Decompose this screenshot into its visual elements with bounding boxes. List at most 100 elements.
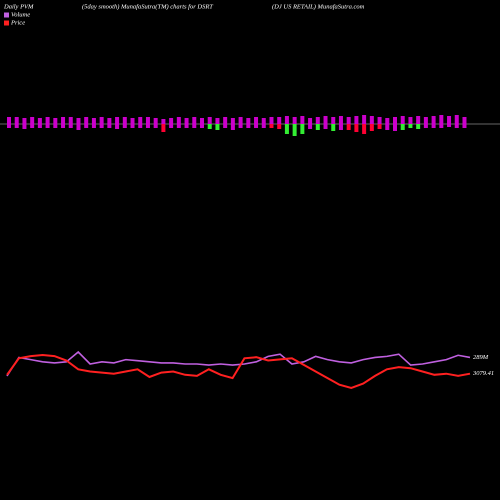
buy-bar (37, 118, 42, 124)
sell-bar (84, 124, 89, 128)
sell-bar (61, 124, 66, 128)
buy-bar (122, 117, 127, 124)
sell-bar (99, 124, 104, 128)
sell-bar (308, 124, 313, 129)
buy-bar (308, 118, 313, 124)
sell-bar (462, 124, 467, 128)
buy-bar (84, 117, 89, 124)
buy-bar (14, 117, 19, 124)
sell-bar (91, 124, 96, 128)
sell-bar (122, 124, 127, 128)
buy-bar (346, 117, 351, 124)
sell-bar (223, 124, 228, 128)
buy-bar (423, 117, 428, 124)
buy-bar (331, 117, 336, 124)
sell-bar (107, 124, 112, 128)
sell-bar (238, 124, 243, 128)
buy-bar (447, 116, 452, 124)
sell-bar (439, 124, 444, 128)
sell-bar (408, 124, 413, 128)
buy-bar (99, 117, 104, 124)
sell-bar (362, 124, 367, 134)
buy-bar (30, 117, 35, 124)
chart-source: (DJ US RETAIL) MunafaSutra.com (272, 3, 365, 10)
sell-bar (7, 124, 11, 128)
buy-bar (362, 115, 367, 124)
buy-bar (161, 119, 166, 124)
buy-bar (292, 117, 297, 124)
sell-bar (369, 124, 374, 131)
sell-bar (261, 124, 266, 128)
buy-bar (238, 117, 243, 124)
sell-bar (300, 124, 305, 134)
buy-bar (261, 118, 266, 124)
sell-bar (454, 124, 459, 128)
buy-bar (145, 117, 150, 124)
buy-bar (200, 118, 204, 124)
buy-bar (315, 117, 320, 124)
sell-bar (169, 124, 174, 128)
buy-bar (176, 117, 181, 124)
sell-bar (14, 124, 19, 128)
buy-bar (68, 117, 73, 124)
buy-bar (230, 118, 235, 124)
sell-bar (200, 124, 204, 128)
buy-bar (454, 115, 459, 124)
sell-bar (423, 124, 428, 128)
sell-bar (153, 124, 158, 128)
line-1 (6, 353, 471, 390)
buy-bar (439, 115, 444, 124)
buy-bar (184, 118, 189, 124)
buy-bar (91, 118, 96, 124)
sell-bar (377, 124, 382, 129)
buy-bar (269, 117, 274, 124)
buy-bar (76, 118, 81, 124)
sell-bar (254, 124, 259, 128)
legend-swatch (4, 20, 9, 26)
sell-bar (30, 124, 35, 128)
buy-bar (223, 117, 228, 124)
buy-bar (246, 118, 251, 124)
buy-bar (393, 117, 397, 124)
buy-bar (431, 116, 436, 124)
sell-bar (184, 124, 189, 128)
sell-bar (145, 124, 150, 128)
buy-bar (115, 117, 120, 124)
sell-bar (277, 124, 282, 129)
sell-bar (45, 124, 50, 128)
sell-bar (37, 124, 42, 128)
sell-bar (315, 124, 320, 130)
sell-bar (230, 124, 235, 130)
sell-bar (53, 124, 58, 128)
buy-bar (416, 116, 421, 124)
buy-bar (408, 117, 413, 124)
chart-subtitle: (5day smooth) MunafaSutra(TM) charts for… (82, 3, 213, 10)
buy-bar (462, 117, 467, 124)
buy-bar (354, 116, 359, 124)
sell-bar (207, 124, 212, 129)
sell-bar (192, 124, 197, 128)
buy-bar (45, 117, 50, 124)
legend-label: Volume (11, 11, 30, 18)
buy-bar (107, 118, 112, 124)
buy-bar (138, 117, 143, 124)
legend-label: Price (10, 19, 25, 26)
buy-bar (377, 117, 382, 124)
sell-bar (416, 124, 421, 129)
sell-bar (323, 124, 328, 129)
sell-bar (338, 124, 343, 130)
buy-bar (254, 117, 259, 124)
buy-bar (192, 117, 197, 124)
buy-bar (7, 117, 11, 124)
sell-bar (246, 124, 251, 128)
sell-bar (447, 124, 452, 127)
sell-bar (22, 124, 27, 129)
sell-bar (76, 124, 81, 130)
buy-bar (153, 118, 158, 124)
buy-bar (277, 117, 282, 124)
value-label: 3079.41 (472, 370, 494, 377)
sell-bar (138, 124, 143, 128)
sell-bar (176, 124, 181, 128)
sell-bar (269, 124, 274, 128)
buy-bar (369, 116, 374, 124)
